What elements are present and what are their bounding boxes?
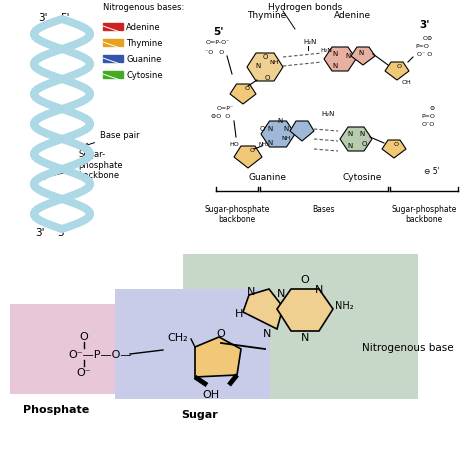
Polygon shape: [385, 63, 409, 81]
Text: P=O: P=O: [415, 44, 429, 50]
Text: N: N: [332, 63, 337, 69]
Text: Guanine: Guanine: [126, 54, 161, 63]
Polygon shape: [230, 85, 256, 105]
Text: O: O: [262, 54, 268, 60]
Text: Cytosine: Cytosine: [126, 70, 163, 79]
Text: O: O: [301, 275, 310, 284]
Polygon shape: [351, 48, 375, 66]
Text: 3': 3': [420, 20, 430, 30]
Text: 5': 5': [213, 27, 223, 37]
Text: Bases: Bases: [313, 205, 335, 214]
Text: O⁻—P—O—: O⁻—P—O—: [68, 349, 131, 359]
Text: N: N: [347, 143, 353, 149]
Text: Guanine: Guanine: [249, 173, 287, 182]
Text: OH: OH: [202, 389, 219, 399]
Text: O: O: [393, 142, 399, 147]
Text: O=P-O⁻: O=P-O⁻: [206, 40, 230, 44]
Polygon shape: [234, 147, 262, 169]
Text: N: N: [277, 288, 285, 298]
Bar: [103, 56, 123, 63]
Text: Nitrogenous base: Nitrogenous base: [362, 342, 454, 352]
Text: 3': 3': [35, 228, 45, 238]
Bar: [103, 72, 123, 79]
Text: N: N: [263, 328, 271, 338]
Text: H₂N: H₂N: [303, 39, 317, 45]
Text: NH: NH: [269, 60, 279, 64]
Text: O: O: [264, 75, 270, 81]
Text: Thymine: Thymine: [126, 39, 163, 48]
Polygon shape: [277, 289, 333, 331]
Text: N: N: [255, 63, 261, 69]
Bar: [103, 40, 123, 47]
Text: N: N: [267, 140, 273, 146]
Text: Hydrogen bonds: Hydrogen bonds: [268, 2, 342, 11]
Text: CH₂: CH₂: [168, 332, 188, 342]
Text: O: O: [396, 64, 401, 69]
Text: N: N: [267, 126, 273, 132]
Text: O⁻O: O⁻O: [421, 121, 435, 126]
Text: O: O: [217, 328, 225, 338]
Text: NH₂: NH₂: [335, 300, 354, 310]
Text: O: O: [80, 331, 88, 341]
Text: 5': 5': [60, 13, 70, 23]
Text: HO: HO: [229, 141, 239, 146]
FancyBboxPatch shape: [10, 304, 122, 394]
Text: O=P⁻: O=P⁻: [217, 105, 234, 110]
FancyBboxPatch shape: [183, 255, 418, 399]
Text: O: O: [249, 148, 255, 153]
Text: N: N: [332, 51, 337, 57]
Text: 3': 3': [38, 13, 48, 23]
Polygon shape: [290, 122, 314, 142]
Text: Phosphate: Phosphate: [23, 404, 89, 414]
Text: Adenine: Adenine: [126, 22, 161, 31]
Text: ⊖: ⊖: [429, 105, 435, 110]
Text: Base pair: Base pair: [85, 131, 140, 147]
Text: O: O: [259, 126, 264, 132]
Text: N: N: [315, 284, 323, 294]
Text: Sugar: Sugar: [182, 409, 219, 419]
FancyBboxPatch shape: [115, 289, 270, 399]
Text: Thymine: Thymine: [247, 10, 287, 20]
Text: O⊖: O⊖: [423, 35, 433, 40]
Polygon shape: [195, 337, 241, 377]
Polygon shape: [261, 122, 295, 148]
Text: ⊖O  O: ⊖O O: [211, 114, 231, 119]
Text: N: N: [283, 126, 289, 132]
Polygon shape: [247, 54, 283, 82]
Text: H₂N: H₂N: [321, 111, 335, 117]
Text: H: H: [235, 308, 243, 318]
Polygon shape: [382, 141, 406, 159]
Text: N: N: [277, 118, 283, 124]
Polygon shape: [340, 128, 372, 152]
Text: P=O: P=O: [421, 113, 435, 118]
Text: O: O: [361, 141, 367, 147]
Polygon shape: [324, 48, 356, 72]
Text: ⊖ 5': ⊖ 5': [424, 167, 440, 176]
Text: N: N: [346, 53, 351, 59]
Text: ⁻O   O: ⁻O O: [205, 50, 225, 54]
Text: NH: NH: [281, 136, 291, 141]
Text: N: N: [358, 50, 364, 56]
Text: Cytosine: Cytosine: [342, 173, 382, 182]
Text: O⁻: O⁻: [77, 367, 91, 377]
Text: OH: OH: [402, 79, 412, 84]
Text: N: N: [301, 332, 309, 342]
Text: O: O: [245, 86, 249, 91]
Text: H₂N: H₂N: [320, 48, 332, 52]
Text: Nitrogenous bases:: Nitrogenous bases:: [103, 3, 184, 12]
Text: N: N: [347, 131, 353, 137]
Text: O⁻ O: O⁻ O: [418, 52, 433, 58]
Text: Sugar-phosphate
backbone: Sugar-phosphate backbone: [204, 205, 270, 224]
Text: Adenine: Adenine: [333, 10, 371, 20]
Text: Sugar-
phosphate
backbone: Sugar- phosphate backbone: [42, 150, 123, 179]
Text: 5': 5': [57, 228, 67, 238]
Text: N: N: [247, 287, 255, 297]
Text: NH₂: NH₂: [259, 142, 269, 147]
Bar: [103, 24, 123, 31]
Text: Sugar-phosphate
backbone: Sugar-phosphate backbone: [392, 205, 456, 224]
Text: N: N: [359, 131, 365, 137]
Polygon shape: [243, 289, 283, 329]
